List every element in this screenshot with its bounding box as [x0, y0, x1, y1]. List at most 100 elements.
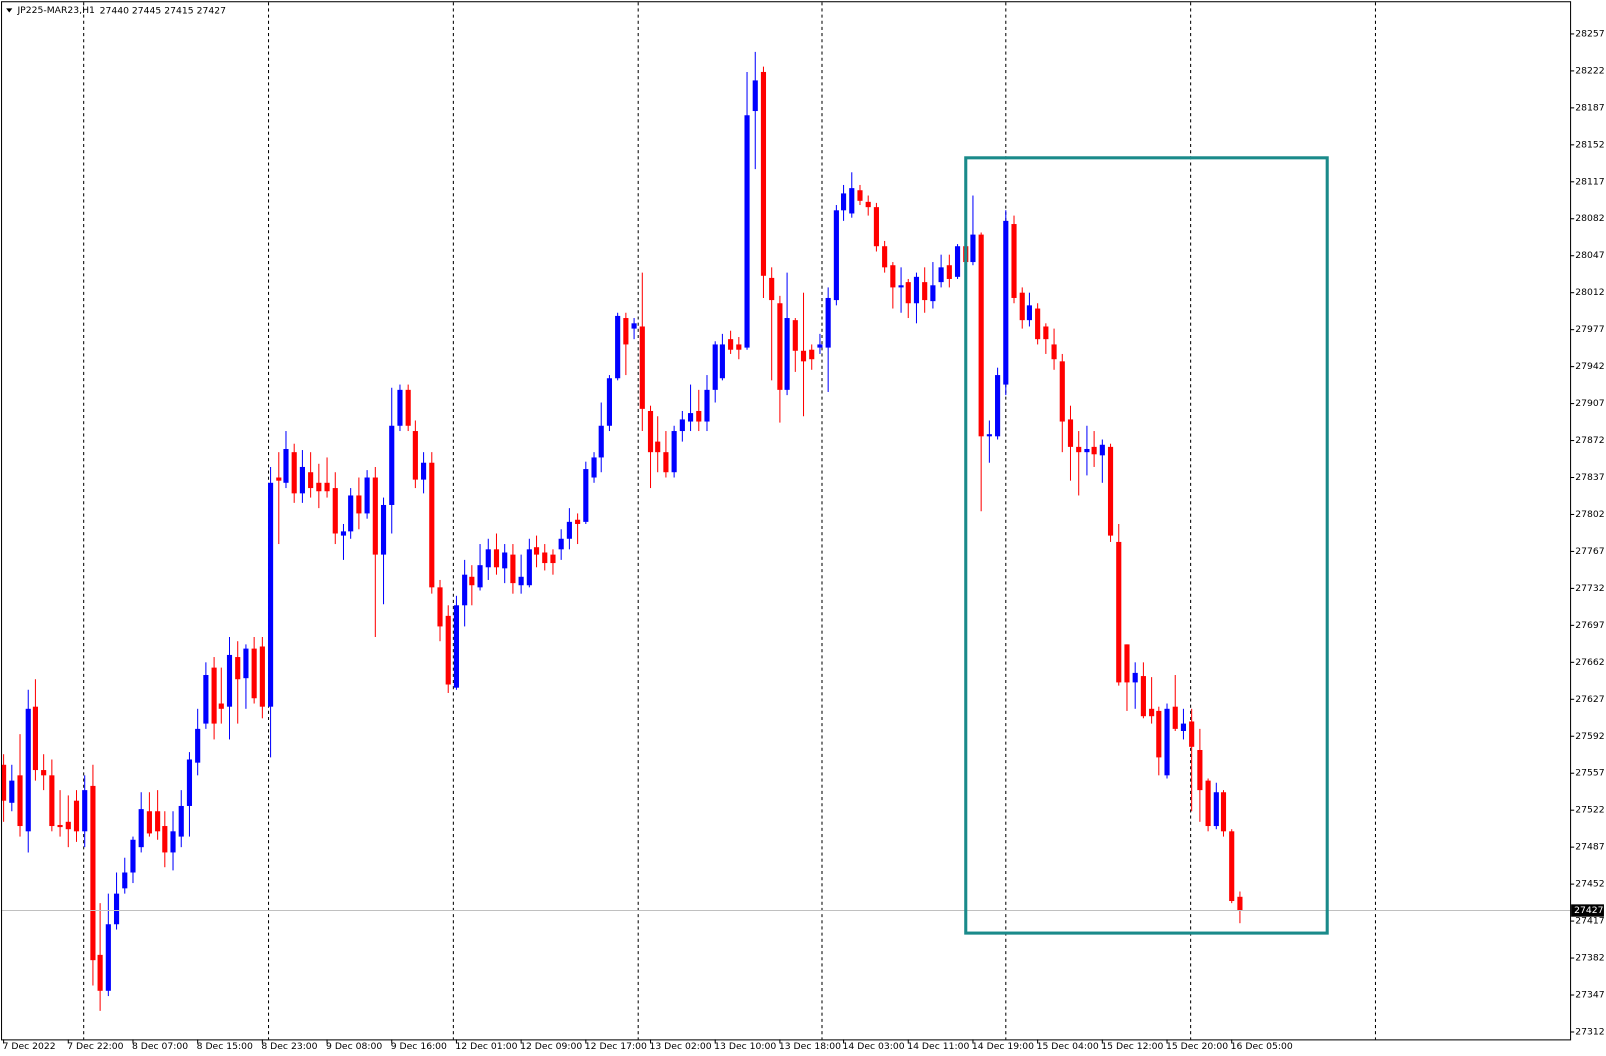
x-tick-label: 8 Dec 07:00 — [132, 1041, 188, 1052]
menu-arrow[interactable] — [6, 8, 13, 13]
candle-body — [469, 576, 475, 586]
y-tick-label: 27557 — [1575, 768, 1605, 779]
y-tick-label: 27522 — [1575, 805, 1604, 816]
y-tick-label: 27802 — [1575, 509, 1604, 520]
y-tick-label: 27627 — [1575, 694, 1605, 705]
candle-body — [913, 276, 920, 304]
y-tick-label: 27417 — [1575, 916, 1605, 927]
candle-body — [809, 349, 815, 360]
candle-body — [1076, 446, 1082, 453]
candle-body — [97, 954, 103, 991]
candle-body — [155, 811, 161, 832]
candle-body — [615, 315, 621, 379]
candle-body — [687, 413, 694, 422]
candle-body — [922, 282, 928, 301]
candle-body — [898, 285, 904, 288]
candle-body — [1189, 721, 1195, 747]
candle-body — [90, 785, 96, 961]
candle-body — [17, 775, 23, 827]
candle-body — [970, 234, 976, 263]
candle-body — [1164, 708, 1170, 776]
x-tick-label: 15 Dec 20:00 — [1166, 1041, 1228, 1052]
y-tick-label: 28187 — [1575, 102, 1605, 113]
candle-body — [226, 654, 233, 707]
x-tick-label: 13 Dec 18:00 — [779, 1041, 841, 1052]
candle-body — [1172, 706, 1178, 729]
y-tick-label: 28117 — [1575, 176, 1605, 187]
candle-body — [283, 448, 289, 483]
candle-body — [276, 477, 282, 481]
candle-body — [583, 469, 589, 522]
x-tick-label: 14 Dec 19:00 — [972, 1041, 1034, 1052]
candle-body — [873, 207, 879, 247]
candle-body — [526, 549, 532, 586]
header-high: 27445 — [132, 5, 162, 16]
candle-body — [25, 708, 31, 832]
ohlc-header: 27440 27445 27415 27427 — [100, 5, 226, 16]
candle-body — [671, 431, 677, 473]
candle-body — [380, 504, 387, 555]
y-tick-label: 27662 — [1575, 657, 1604, 668]
candle-body — [186, 759, 193, 806]
candle-body — [800, 350, 807, 362]
candle-body — [397, 389, 403, 426]
candle-body — [1, 764, 7, 801]
candle-body — [324, 482, 330, 492]
y-tick-label: 27907 — [1575, 398, 1605, 409]
candle-body — [769, 277, 775, 301]
candle-body — [105, 924, 111, 991]
candle-body — [1213, 792, 1219, 827]
y-tick-label: 28012 — [1575, 287, 1604, 298]
candle-body — [203, 675, 209, 724]
candle-body — [49, 775, 55, 827]
y-tick-label: 27732 — [1575, 583, 1604, 594]
x-tick-label: 8 Dec 23:00 — [261, 1041, 317, 1052]
candle-body — [591, 457, 597, 478]
candle-body — [946, 265, 952, 279]
candle-body — [760, 71, 767, 276]
candle-body — [1019, 292, 1025, 321]
candle-body — [566, 521, 572, 539]
y-tick-label: 28257 — [1575, 28, 1605, 39]
candle-body — [639, 326, 645, 409]
day-separators — [83, 2, 1376, 1040]
candle-body — [1205, 780, 1211, 827]
candle-body — [938, 267, 944, 283]
candle-body — [146, 811, 152, 834]
x-tick-label: 12 Dec 01:00 — [455, 1041, 517, 1052]
y-tick-label: 27487 — [1575, 842, 1605, 853]
candle-body — [268, 482, 274, 707]
header-low: 27415 — [164, 5, 194, 16]
candle-body — [840, 193, 847, 211]
candle-body — [138, 809, 144, 848]
x-tick-label: 7 Dec 2022 — [3, 1041, 56, 1052]
x-tick-label: 13 Dec 10:00 — [714, 1041, 776, 1052]
candle-body — [1156, 710, 1162, 758]
candle-body — [405, 389, 411, 426]
x-tick-label: 15 Dec 04:00 — [1037, 1041, 1099, 1052]
chart-title: JP225-MAR23,H1 — [16, 5, 95, 16]
candle-body — [178, 805, 184, 837]
candle-body — [170, 831, 176, 853]
candle-body — [857, 190, 863, 201]
candle-body — [316, 482, 322, 492]
candle-body — [235, 657, 241, 680]
candle-body — [704, 389, 710, 422]
x-tick-label: 12 Dec 17:00 — [585, 1041, 647, 1052]
candle-body — [477, 565, 483, 588]
candle-body — [218, 703, 224, 709]
candle-body — [905, 282, 911, 304]
candle-body — [631, 323, 637, 329]
candle-body — [655, 441, 661, 453]
candle-body — [211, 667, 217, 724]
x-tick-label: 13 Dec 02:00 — [649, 1041, 711, 1052]
candle-body — [57, 824, 63, 828]
candle-body — [606, 378, 613, 426]
y-tick-label: 27382 — [1575, 953, 1604, 964]
candle-body — [1059, 361, 1065, 422]
candle-body — [308, 472, 314, 489]
candle-body — [1132, 672, 1138, 683]
candle-body — [558, 538, 564, 550]
candle-body — [195, 728, 201, 763]
